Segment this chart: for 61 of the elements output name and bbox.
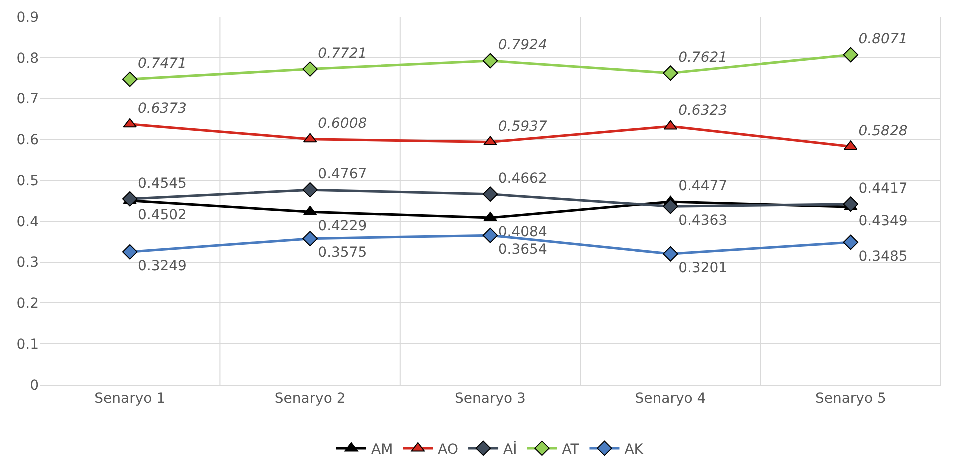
data-label: 0.4477 — [678, 178, 728, 195]
data-label: 0.7621 — [678, 50, 728, 66]
data-label: 0.7924 — [498, 38, 548, 54]
y-tick-label: 0.7 — [16, 92, 39, 108]
legend-label: Aİ — [504, 440, 518, 458]
data-label: 0.7721 — [318, 46, 368, 62]
data-label: 0.8071 — [858, 32, 908, 48]
point — [302, 62, 318, 77]
data-label: 0.6373 — [138, 101, 187, 118]
y-tick-label: 0.9 — [16, 10, 39, 26]
data-label: 0.6008 — [318, 116, 368, 132]
point — [843, 234, 859, 250]
point — [843, 196, 859, 212]
point — [663, 198, 678, 214]
point — [843, 47, 859, 63]
point — [482, 53, 498, 69]
data-label: 0.4229 — [318, 218, 368, 234]
x-tick-label: Senaryo 4 — [635, 390, 706, 407]
x-tick-label: Senaryo 3 — [455, 390, 526, 407]
point — [122, 72, 138, 88]
y-tick-label: 0 — [30, 378, 39, 394]
data-label: 0.3575 — [318, 245, 368, 262]
data-label: 0.4545 — [138, 176, 187, 192]
y-tick-label: 0.2 — [16, 296, 39, 312]
y-tick-label: 0.4 — [16, 214, 40, 230]
data-label: 0.4349 — [858, 214, 908, 230]
point — [123, 118, 137, 128]
data-label: 0.5828 — [858, 123, 908, 140]
data-label: 0.7471 — [138, 56, 187, 72]
y-tick-label: 0.3 — [16, 255, 39, 272]
data-label: 0.4767 — [318, 166, 368, 183]
point — [482, 186, 498, 202]
legend-label: AK — [624, 442, 644, 458]
point — [482, 228, 498, 244]
y-tick-label: 0.6 — [16, 132, 40, 149]
x-tick-label: Senaryo 1 — [94, 390, 166, 407]
data-label: 0.4363 — [678, 212, 728, 229]
point — [122, 244, 138, 260]
point — [122, 192, 138, 207]
point — [663, 66, 678, 82]
legend-label: AT — [562, 442, 580, 458]
legend-label: AM — [372, 442, 394, 458]
data-label: 0.5937 — [498, 118, 548, 135]
legend-label: AO — [438, 442, 459, 458]
data-label: 0.4084 — [498, 224, 548, 240]
point — [663, 246, 678, 262]
data-label: 0.3485 — [858, 248, 908, 265]
data-label: 0.4417 — [858, 181, 908, 198]
point — [302, 182, 318, 198]
data-label: 0.3249 — [138, 258, 187, 275]
x-tick-label: Senaryo 5 — [815, 390, 886, 407]
data-label: 0.3201 — [678, 260, 728, 276]
data-label: 0.4662 — [498, 171, 548, 188]
data-label: 0.3654 — [498, 242, 548, 258]
x-tick-label: Senaryo 2 — [274, 390, 346, 407]
point — [302, 231, 318, 246]
y-tick-label: 0.5 — [16, 173, 39, 190]
data-label: 0.4502 — [138, 207, 187, 224]
y-tick-label: 0.1 — [16, 337, 39, 354]
y-tick-label: 0.8 — [16, 50, 39, 67]
data-label: 0.6323 — [678, 103, 728, 120]
